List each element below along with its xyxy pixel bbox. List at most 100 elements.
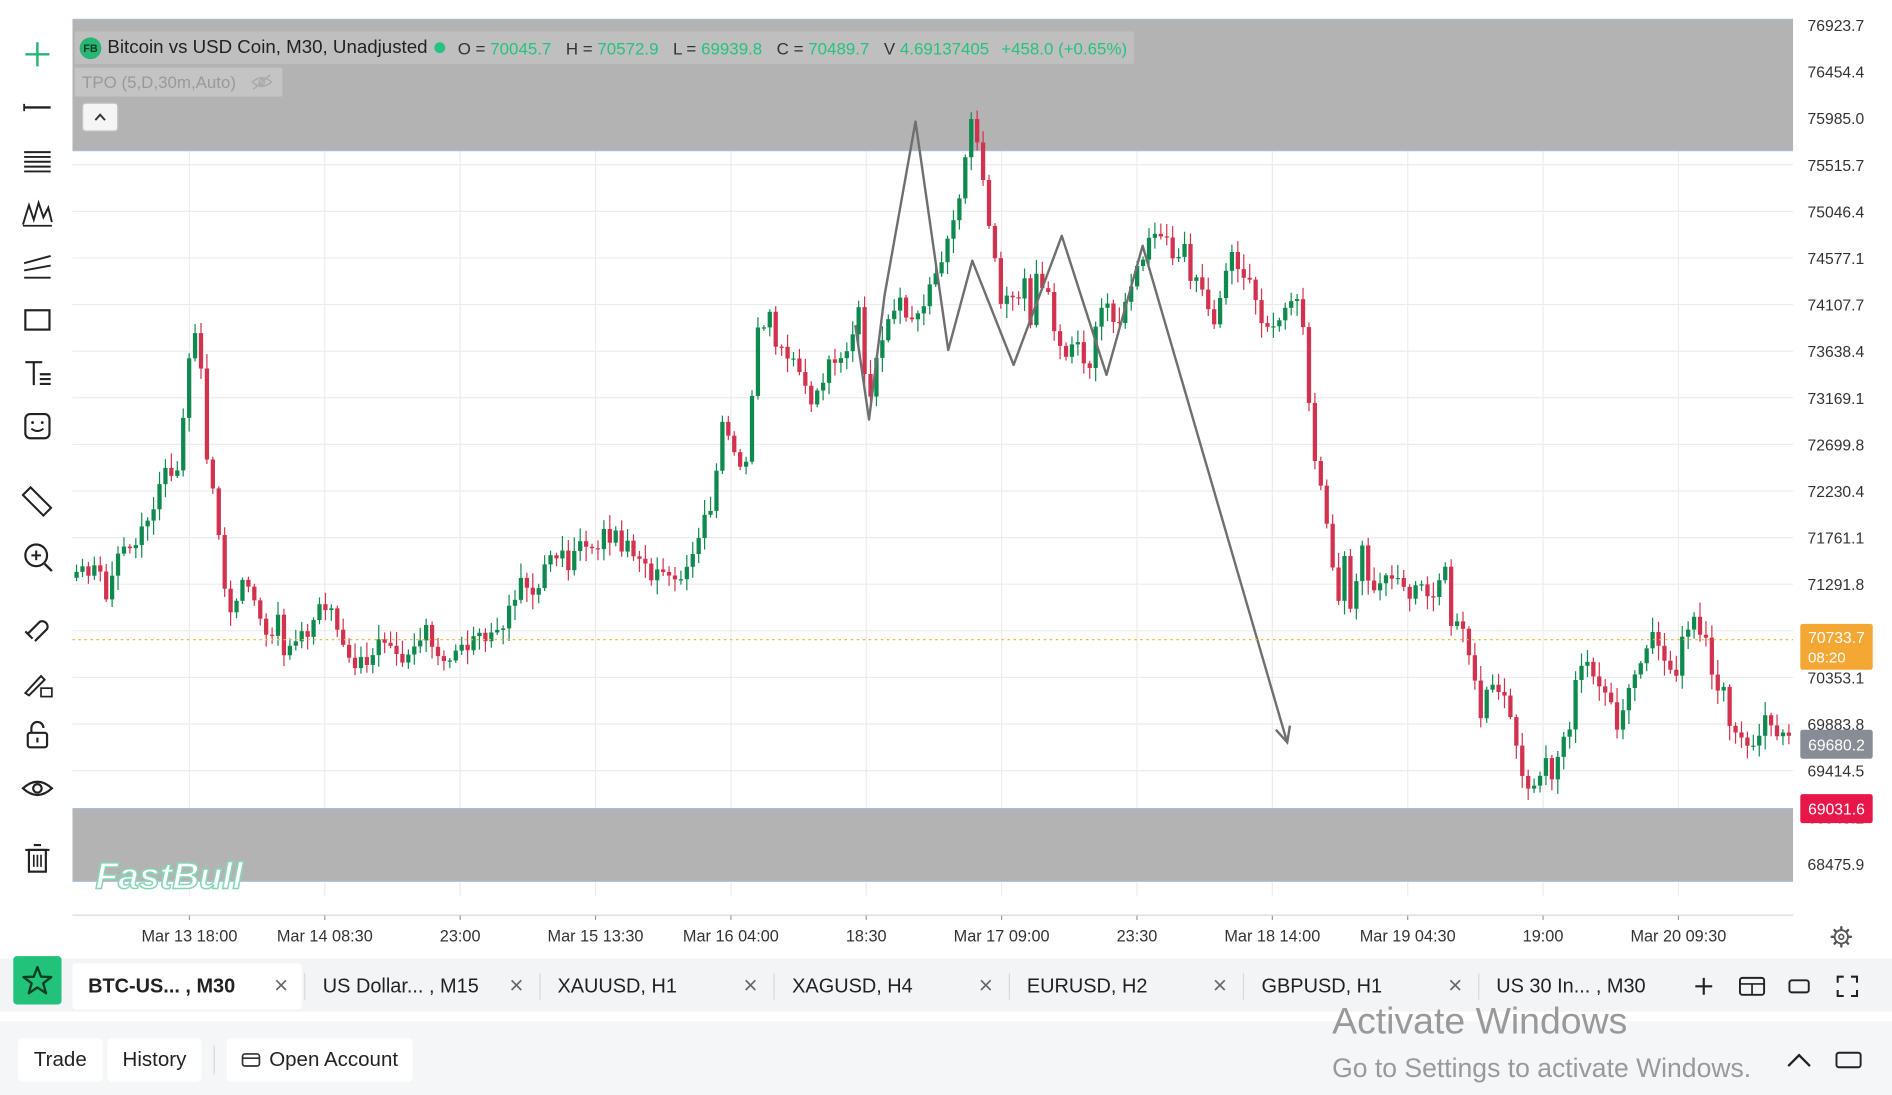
- candle-body: [548, 555, 553, 565]
- zigzag-drawing[interactable]: [854, 120, 1292, 745]
- candle-body: [305, 631, 310, 637]
- emoji-icon[interactable]: [14, 406, 60, 447]
- collapse-legend-button[interactable]: [82, 102, 119, 132]
- rectangle-icon[interactable]: [14, 299, 60, 340]
- panel-window-icon[interactable]: [1832, 1046, 1866, 1075]
- candle: [844, 342, 849, 370]
- tab-4[interactable]: EURUSD, H2: [1011, 963, 1245, 1009]
- settings-icon[interactable]: [1830, 925, 1853, 948]
- candle: [578, 528, 583, 561]
- window-icon[interactable]: [1783, 971, 1814, 1002]
- candle-body: [323, 604, 328, 611]
- y-tick-label: 72230.4: [1808, 484, 1865, 501]
- magnet-icon[interactable]: [14, 606, 60, 647]
- trend-line-icon[interactable]: [14, 87, 60, 128]
- candle-body: [252, 586, 257, 601]
- zoom-in-icon[interactable]: [14, 536, 60, 577]
- candle: [376, 624, 381, 667]
- lock-icon[interactable]: [14, 715, 60, 756]
- candle-body: [915, 313, 921, 320]
- symbol-title[interactable]: Bitcoin vs USD Coin, M30, Unadjusted: [107, 36, 428, 58]
- candle: [1514, 714, 1519, 759]
- candle-body: [465, 644, 470, 651]
- trash-icon[interactable]: [14, 838, 60, 879]
- candle-body: [1318, 460, 1323, 486]
- price-tag: [1800, 729, 1873, 759]
- tab-6[interactable]: US 30 In... , M30: [1481, 963, 1650, 1009]
- candle-body: [1466, 628, 1472, 656]
- layout-icon[interactable]: [1736, 971, 1767, 1002]
- candle: [1063, 342, 1069, 361]
- candle-body: [512, 599, 518, 606]
- candle: [779, 344, 784, 356]
- candle-body: [1164, 236, 1169, 238]
- close-tab-icon[interactable]: [1213, 976, 1227, 997]
- candle-body: [1366, 545, 1371, 581]
- candle-body: [1656, 632, 1661, 646]
- candle: [542, 555, 547, 591]
- close-tab-icon[interactable]: [978, 976, 992, 997]
- candle: [1549, 754, 1555, 791]
- candle: [643, 545, 648, 578]
- fullscreen-icon[interactable]: [1832, 971, 1863, 1002]
- close-tab-icon[interactable]: [509, 976, 523, 997]
- candle-body: [1543, 758, 1549, 776]
- candle-body: [969, 119, 974, 158]
- text-tool-icon[interactable]: [14, 353, 60, 394]
- favorite-button[interactable]: [13, 956, 62, 1005]
- hide-eye-icon[interactable]: [250, 74, 273, 91]
- candle-body: [1312, 402, 1318, 461]
- candle-body: [80, 566, 85, 572]
- candle: [139, 512, 144, 558]
- candle: [655, 557, 660, 595]
- tab-1[interactable]: US Dollar... , M15: [307, 963, 540, 1009]
- close-tab-icon[interactable]: [743, 976, 757, 997]
- channel-icon[interactable]: [14, 246, 60, 287]
- candle: [803, 358, 808, 394]
- candle-body: [1087, 363, 1092, 368]
- candle-body: [1638, 663, 1643, 675]
- candle: [666, 566, 672, 586]
- ruler-icon[interactable]: [14, 480, 60, 521]
- price-zone-box: [72, 808, 1794, 882]
- tab-5[interactable]: GBPUSD, H1: [1246, 963, 1479, 1009]
- close-tab-icon[interactable]: [274, 976, 288, 997]
- candle: [1300, 287, 1306, 335]
- trade-button[interactable]: Trade: [18, 1038, 103, 1082]
- open-account-button[interactable]: Open Account: [226, 1038, 413, 1082]
- indicator-legend[interactable]: TPO (5,D,30m,Auto): [74, 67, 282, 97]
- history-button[interactable]: History: [107, 1038, 202, 1082]
- tab-0[interactable]: BTC-US... , M30: [72, 963, 306, 1010]
- candle: [1247, 263, 1252, 284]
- price-chart[interactable]: 76923.7 76454.4 75985.0 75515.7 75046.4 74577…: [0, 0, 1892, 954]
- panel-collapse-icon[interactable]: [1783, 1046, 1814, 1075]
- add-tab-icon[interactable]: [1688, 971, 1719, 1002]
- candle: [1289, 292, 1294, 316]
- candle: [1383, 573, 1389, 597]
- candle-body: [1774, 725, 1780, 737]
- candle-body: [832, 359, 838, 363]
- candle-body: [364, 657, 370, 665]
- tab-2[interactable]: XAUUSD, H1: [542, 963, 775, 1009]
- crosshair-icon[interactable]: [14, 34, 60, 75]
- close-tab-icon[interactable]: [1447, 976, 1461, 997]
- candle: [1283, 302, 1288, 330]
- candle: [406, 649, 411, 669]
- candle: [1496, 673, 1501, 700]
- candle-body: [951, 220, 956, 239]
- fib-levels-icon[interactable]: [14, 140, 60, 181]
- candle-body: [1057, 331, 1063, 346]
- candle-body: [418, 640, 423, 647]
- candle-body: [1496, 684, 1501, 692]
- candle: [1745, 731, 1750, 759]
- candle-body: [649, 563, 654, 581]
- candle-body: [1650, 632, 1655, 649]
- candle-body: [963, 157, 968, 199]
- eye-icon[interactable]: [14, 768, 60, 809]
- candle: [738, 448, 743, 471]
- pattern-icon[interactable]: [14, 193, 60, 234]
- tab-3[interactable]: XAGUSD, H4: [776, 963, 1010, 1009]
- candle-body: [1306, 327, 1312, 403]
- brush-lock-icon[interactable]: [14, 662, 60, 703]
- candle-body: [169, 467, 174, 476]
